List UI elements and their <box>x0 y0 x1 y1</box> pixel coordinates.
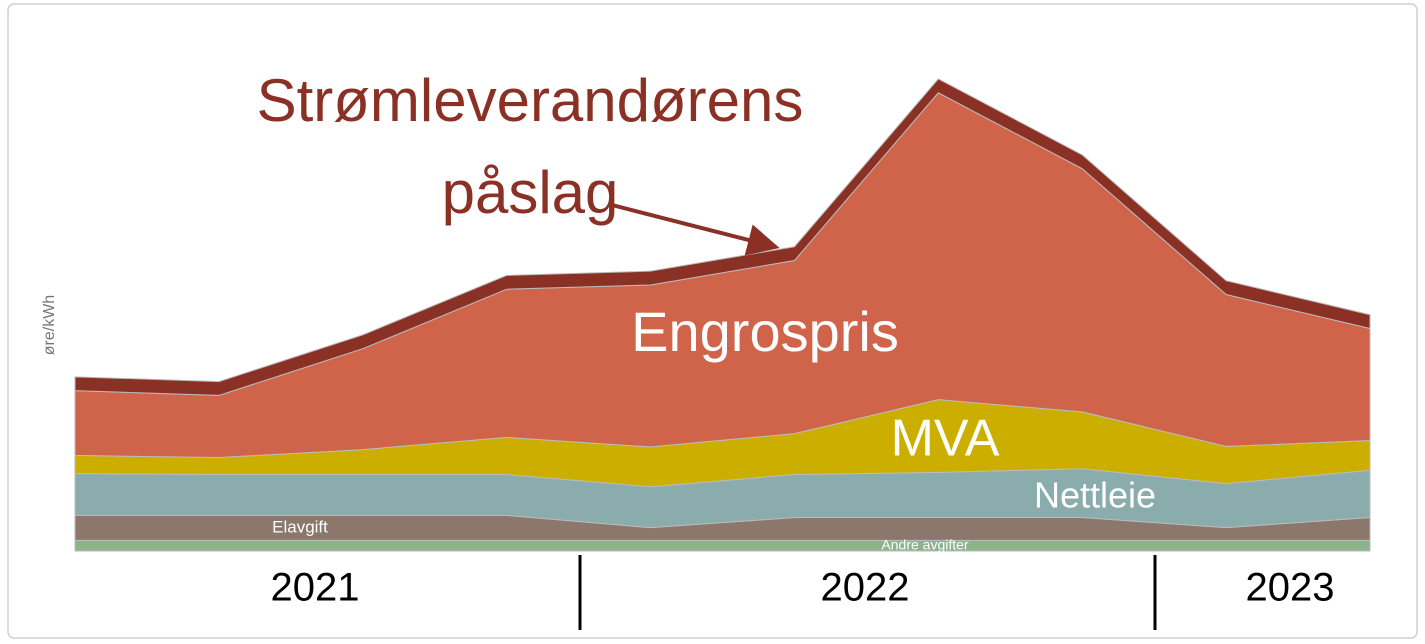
year-label: 2021 <box>271 566 360 610</box>
series-label: Andre avgifter <box>881 537 968 553</box>
series-label: Nettleie <box>1034 475 1156 516</box>
area <box>74 539 1371 552</box>
y-axis-label: øre/kWh <box>41 295 58 355</box>
series-label: MVA <box>891 410 1000 468</box>
annotation: Strømleverandørens påslag <box>256 67 804 226</box>
year-label: 2023 <box>1246 566 1335 610</box>
series-label: Engrospris <box>631 300 899 363</box>
year-label: 2022 <box>821 566 910 610</box>
area <box>74 78 1371 396</box>
arrow <box>611 203 780 256</box>
series-label: Elavgift <box>272 517 328 536</box>
